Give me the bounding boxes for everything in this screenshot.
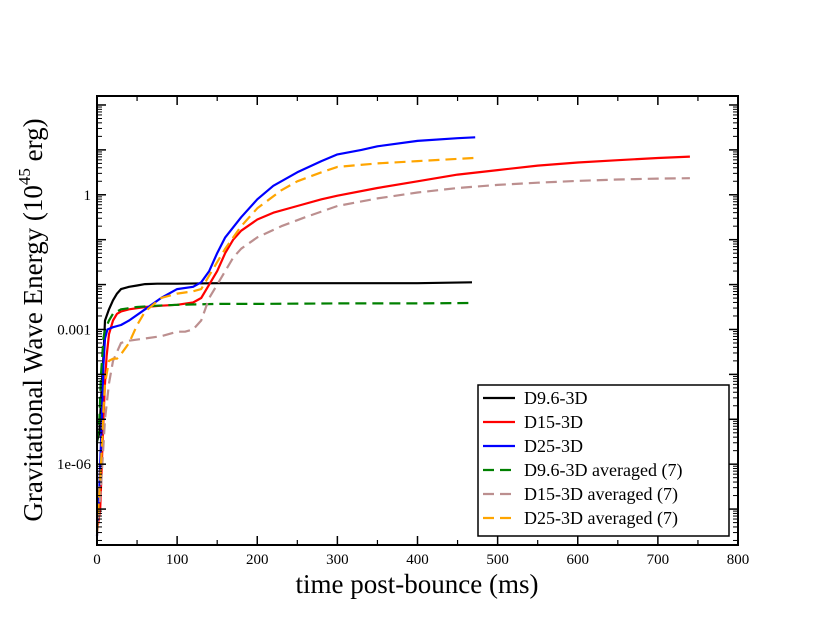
x-tick-label: 400 <box>406 552 429 568</box>
y-axis-title-exponent: 45 <box>15 168 34 185</box>
x-axis-title: time post-bounce (ms) <box>296 569 539 599</box>
series-line-3 <box>95 136 476 537</box>
ticks-layer <box>96 96 739 545</box>
x-tick-label: 500 <box>486 552 509 568</box>
legend-label-5: D15-3D averaged (7) <box>524 484 678 505</box>
legend-items: D9.6-3D D15-3D D25-3D D9.6-3D averaged (7) D… <box>483 388 682 529</box>
y-axis-title-prefix: Gravitational Wave Energy (10 <box>18 185 48 521</box>
series-line-2 <box>95 155 690 532</box>
series-line-5 <box>95 177 690 537</box>
legend-label-1: D9.6-3D <box>524 388 588 408</box>
y-tick-label: 1e-06 <box>57 457 92 473</box>
x-tick-label: 300 <box>326 552 349 568</box>
series-layer <box>95 136 690 537</box>
x-tick-label: 800 <box>727 552 750 568</box>
y-axis-title-suffix: erg) <box>18 118 48 168</box>
series-line-4 <box>95 301 473 442</box>
x-tick-label: 200 <box>246 552 269 568</box>
x-tick-label: 100 <box>166 552 189 568</box>
y-tick-label: 0.001 <box>57 322 91 338</box>
legend-label-3: D25-3D <box>524 436 583 456</box>
legend-box <box>477 384 730 537</box>
x-tick-label: 0 <box>93 552 101 568</box>
x-tick-label: 600 <box>567 552 590 568</box>
x-tick-label: 700 <box>647 552 670 568</box>
legend-label-2: D15-3D <box>524 412 583 432</box>
legend-label-4: D9.6-3D averaged (7) <box>524 460 682 481</box>
legend: D9.6-3D D15-3D D25-3D D9.6-3D averaged (7) D… <box>477 384 730 537</box>
tick-labels: 0 100 200 300 400 500 600 700 800 1e-06 0.001 1 <box>57 188 749 568</box>
y-axis-title: Gravitational Wave Energy (1045 erg) <box>15 118 48 521</box>
series-line-6 <box>95 156 474 532</box>
legend-label-6: D25-3D averaged (7) <box>524 508 678 529</box>
y-tick-label: 1 <box>84 188 92 204</box>
